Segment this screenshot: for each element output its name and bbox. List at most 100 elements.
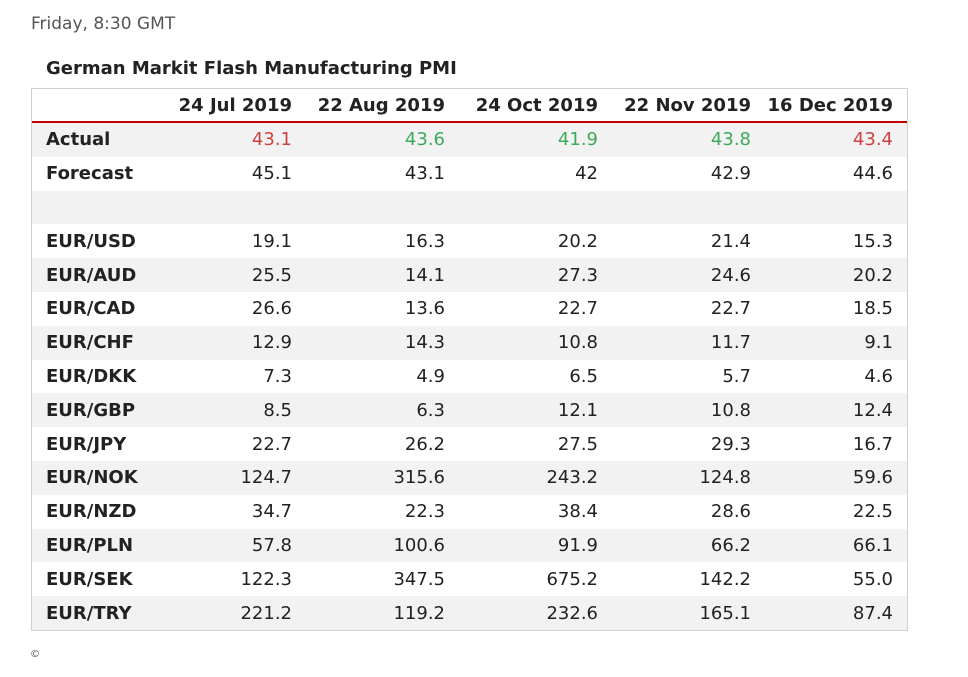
spacer-cell	[156, 191, 306, 225]
pip-range-value: 232.6	[546, 602, 598, 624]
pip-range-value: 4.9	[416, 365, 445, 387]
pip-range-value: 4.6	[864, 365, 893, 387]
pip-range-value: 5.7	[722, 365, 751, 387]
pip-range-value: 347.5	[393, 568, 445, 590]
column-header: 22 Aug 2019	[306, 89, 459, 123]
actual-value: 43.1	[251, 129, 292, 151]
pip-range-value: 7.3	[263, 365, 292, 387]
pip-range-value: 24.6	[710, 264, 751, 286]
pip-range-value: 675.2	[546, 568, 598, 590]
currency-pair-label: EUR/NZD	[46, 501, 137, 523]
forecast-value: 43.1	[404, 163, 445, 185]
pip-range-value: 34.7	[251, 501, 292, 523]
spacer-row	[32, 190, 907, 225]
table-title: German Markit Flash Manufacturing PMI	[46, 58, 457, 79]
pip-range-value: 14.1	[404, 264, 445, 286]
pip-range-value: 10.8	[557, 332, 598, 354]
pip-range-value: 10.8	[710, 399, 751, 421]
pip-range-value: 28.6	[710, 501, 751, 523]
column-header: 22 Nov 2019	[612, 89, 765, 123]
pip-range-value: 59.6	[852, 467, 893, 489]
column-header: 24 Oct 2019	[459, 89, 612, 123]
currency-pair-row: EUR/USD 19.1 16.3 20.2 21.4 15.3	[32, 224, 907, 259]
header-row: 24 Jul 2019 22 Aug 2019 24 Oct 2019 22 N…	[32, 89, 907, 123]
pip-range-value: 315.6	[393, 467, 445, 489]
currency-pair-row: EUR/JPY 22.7 26.2 27.5 29.3 16.7	[32, 427, 907, 461]
pip-range-value: 100.6	[393, 534, 445, 556]
currency-pair-row: EUR/GBP 8.5 6.3 12.1 10.8 12.4	[32, 393, 907, 428]
forecast-value: 42.9	[710, 163, 751, 185]
pip-range-value: 12.9	[251, 332, 292, 354]
actual-value: 41.9	[557, 129, 598, 151]
forecast-row: Forecast 45.1 43.1 42 42.9 44.6	[32, 156, 907, 191]
pip-range-value: 15.3	[852, 230, 893, 252]
pip-range-value: 27.3	[557, 264, 598, 286]
dateline: Friday, 8:30 GMT	[31, 14, 176, 34]
actual-value: 43.4	[852, 129, 893, 151]
currency-pair-row: EUR/PLN 57.8 100.6 91.9 66.2 66.1	[32, 528, 907, 563]
pip-range-value: 20.2	[557, 230, 598, 252]
pip-range-value: 87.4	[852, 602, 893, 624]
spacer-cell	[32, 191, 156, 225]
currency-pair-row: EUR/NZD 34.7 22.3 38.4 28.6 22.5	[32, 494, 907, 529]
pip-range-value: 6.3	[416, 399, 445, 421]
currency-pair-row: EUR/NOK 124.7 315.6 243.2 124.8 59.6	[32, 460, 907, 495]
spacer-cell	[306, 191, 459, 225]
currency-pair-row: EUR/CHF 12.9 14.3 10.8 11.7 9.1	[32, 325, 907, 360]
pip-range-value: 22.5	[852, 501, 893, 523]
pip-range-value: 26.2	[404, 433, 445, 455]
pip-range-value: 13.6	[404, 298, 445, 320]
currency-pair-label: EUR/GBP	[46, 399, 136, 421]
currency-pair-label: EUR/AUD	[46, 264, 137, 286]
currency-pair-row: EUR/SEK 122.3 347.5 675.2 142.2 55.0	[32, 562, 907, 597]
pip-range-value: 14.3	[404, 332, 445, 354]
currency-pair-row: EUR/DKK 7.3 4.9 6.5 5.7 4.6	[32, 359, 907, 394]
pip-range-value: 9.1	[864, 332, 893, 354]
pip-range-value: 22.7	[251, 433, 292, 455]
currency-pair-label: EUR/NOK	[46, 467, 138, 489]
copyright-mark: ©	[30, 649, 40, 660]
currency-pair-label: EUR/DKK	[46, 365, 137, 387]
pip-range-value: 66.1	[852, 534, 893, 556]
pip-range-value: 38.4	[557, 501, 598, 523]
pip-range-value: 22.7	[710, 298, 751, 320]
pip-range-value: 12.1	[557, 399, 598, 421]
forecast-value: 45.1	[251, 163, 292, 185]
pip-range-value: 18.5	[852, 298, 893, 320]
pip-range-value: 11.7	[710, 332, 751, 354]
spacer-cell	[459, 191, 612, 225]
pip-range-value: 124.7	[240, 467, 292, 489]
pip-range-value: 165.1	[699, 602, 751, 624]
spacer-cell	[612, 191, 765, 225]
column-header: 24 Jul 2019	[156, 89, 306, 123]
pip-range-value: 27.5	[557, 433, 598, 455]
pip-range-value: 26.6	[251, 298, 292, 320]
pip-range-value: 243.2	[546, 467, 598, 489]
pip-range-value: 8.5	[263, 399, 292, 421]
pip-range-value: 16.7	[852, 433, 893, 455]
currency-pair-label: EUR/JPY	[46, 433, 127, 455]
row-label: Forecast	[46, 163, 134, 185]
currency-pair-label: EUR/PLN	[46, 534, 134, 556]
pip-range-value: 29.3	[710, 433, 751, 455]
pip-range-value: 6.5	[569, 365, 598, 387]
pmi-volatility-table: 24 Jul 2019 22 Aug 2019 24 Oct 2019 22 N…	[32, 89, 907, 630]
pip-range-value: 19.1	[251, 230, 292, 252]
actual-row: Actual 43.1 43.6 41.9 43.8 43.4	[32, 122, 907, 157]
pip-range-value: 124.8	[699, 467, 751, 489]
pip-range-value: 21.4	[710, 230, 751, 252]
pip-range-value: 221.2	[240, 602, 292, 624]
currency-pair-label: EUR/SEK	[46, 568, 133, 590]
pip-range-value: 22.3	[404, 501, 445, 523]
currency-pair-label: EUR/USD	[46, 230, 136, 252]
pip-range-value: 12.4	[852, 399, 893, 421]
spacer-cell	[765, 191, 907, 225]
currency-pair-row: EUR/TRY 221.2 119.2 232.6 165.1 87.4	[32, 596, 907, 630]
forecast-value: 44.6	[852, 163, 893, 185]
actual-value: 43.8	[710, 129, 751, 151]
currency-pair-label: EUR/CAD	[46, 298, 136, 320]
pip-range-value: 22.7	[557, 298, 598, 320]
pip-range-value: 25.5	[251, 264, 292, 286]
currency-pair-row: EUR/CAD 26.6 13.6 22.7 22.7 18.5	[32, 291, 907, 326]
pip-range-value: 57.8	[251, 534, 292, 556]
